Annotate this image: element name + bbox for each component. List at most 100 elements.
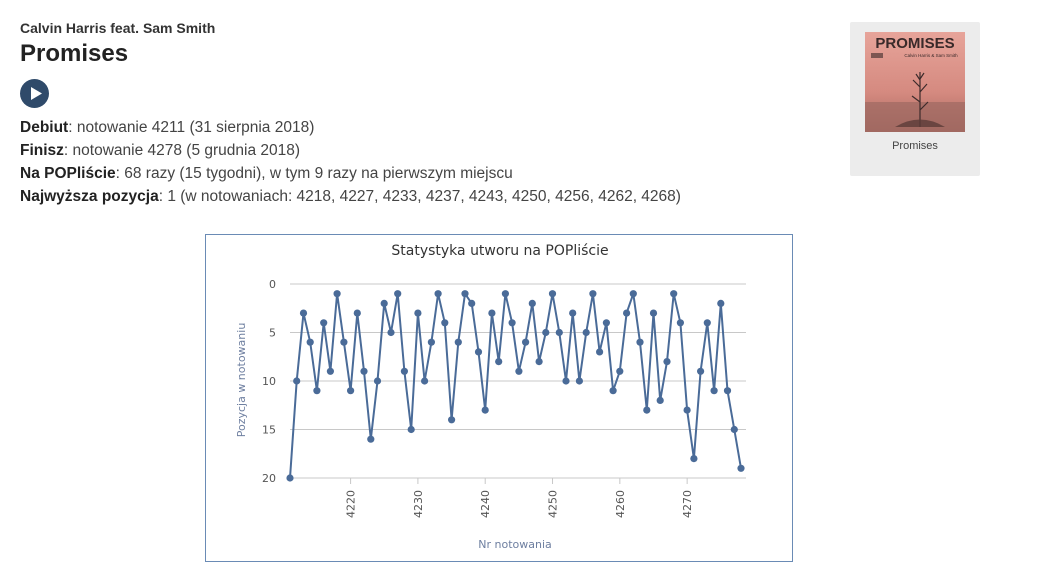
data-point	[616, 367, 624, 375]
data-point	[623, 309, 631, 317]
finish-row: Finisz: notowanie 4278 (5 grudnia 2018)	[20, 139, 780, 162]
onlist-value: : 68 razy (15 tygodni), w tym 9 razy na …	[115, 165, 513, 182]
data-point	[663, 358, 671, 366]
data-point	[421, 377, 429, 385]
data-point	[407, 425, 415, 434]
x-tick-label: 4270	[681, 490, 694, 518]
y-axis-title: Pozycja w notowaniu	[235, 323, 248, 438]
cover-caption: Promises	[892, 140, 938, 152]
data-point	[522, 338, 530, 346]
play-button[interactable]	[20, 79, 49, 108]
data-point	[629, 290, 637, 298]
x-tick-label: 4250	[547, 490, 560, 518]
data-point	[434, 290, 442, 298]
data-point	[427, 338, 435, 346]
data-point	[508, 319, 516, 327]
x-axis-title: Nr notowania	[478, 538, 552, 551]
data-point	[555, 328, 563, 337]
x-tick-label: 4260	[614, 490, 627, 518]
y-tick-label: 20	[262, 472, 276, 485]
peak-row: Najwyższa pozycja: 1 (w notowaniach: 421…	[20, 185, 780, 208]
chart-container: Statystyka utworu na POPliście 0 5 10 15 20 …	[205, 234, 793, 562]
data-point	[481, 406, 489, 414]
data-point	[542, 328, 550, 337]
debut-row: Debiut: notowanie 4211 (31 sierpnia 2018…	[20, 116, 780, 139]
data-point	[293, 377, 301, 385]
data-point	[448, 416, 456, 424]
y-tick-label: 0	[269, 278, 276, 291]
data-point	[286, 474, 294, 482]
album-cover[interactable]: PROMISES Calvin Harris & Sam Smith	[865, 32, 965, 132]
artist-name[interactable]: Calvin Harris feat. Sam Smith	[20, 20, 216, 36]
onlist-row: Na POPliście: 68 razy (15 tygodni), w ty…	[20, 162, 780, 185]
data-point	[474, 348, 483, 356]
data-point	[548, 290, 557, 298]
data-point	[394, 290, 402, 298]
song-info: Calvin Harris feat. Sam Smith Promises D…	[20, 20, 780, 208]
data-point	[320, 319, 328, 327]
data-point	[683, 406, 691, 414]
data-point	[299, 309, 308, 317]
data-point	[400, 367, 408, 375]
data-point	[656, 396, 664, 404]
x-tick-label: 4220	[345, 490, 358, 518]
play-icon	[31, 87, 42, 100]
data-point	[589, 290, 597, 298]
data-point	[360, 367, 368, 375]
data-point	[461, 290, 469, 298]
debut-label: Debiut	[20, 119, 69, 136]
data-point	[703, 319, 711, 327]
finish-label: Finisz	[20, 142, 64, 159]
data-point	[333, 290, 341, 298]
data-point	[326, 367, 334, 375]
data-point	[569, 309, 577, 317]
onlist-label: Na POPliście	[20, 165, 116, 182]
chart-svg: Statystyka utworu na POPliście 05101520 …	[235, 243, 746, 551]
data-point	[636, 338, 644, 346]
data-point	[697, 367, 705, 375]
data-point	[414, 309, 422, 317]
data-point	[710, 387, 718, 395]
song-facts: Debiut: notowanie 4211 (31 sierpnia 2018…	[20, 116, 780, 208]
data-point	[602, 319, 610, 327]
y-tick-labels: 0 5 10 15 20	[262, 278, 276, 485]
data-point	[690, 455, 698, 463]
data-point	[488, 309, 496, 317]
data-point	[306, 338, 314, 346]
data-point	[454, 338, 462, 346]
series-line	[289, 292, 742, 479]
cover-card[interactable]: PROMISES Calvin Harris & Sam Smith Promi…	[850, 22, 980, 176]
data-point	[380, 299, 388, 307]
chart-grid	[290, 283, 746, 479]
cover-art-subtitle: Calvin Harris & Sam Smith	[904, 53, 958, 58]
data-point	[649, 309, 658, 317]
data-point	[501, 290, 509, 298]
y-tick-label: 10	[262, 375, 276, 388]
data-point	[313, 387, 321, 395]
data-point	[373, 377, 382, 385]
data-point	[515, 367, 523, 375]
chart-title: Statystyka utworu na POPliście	[391, 243, 608, 259]
data-point	[367, 435, 375, 443]
data-point	[582, 328, 590, 337]
data-point	[387, 328, 395, 337]
data-point	[670, 290, 678, 298]
data-point	[340, 338, 348, 346]
data-point	[717, 299, 725, 307]
data-point	[723, 387, 732, 395]
x-tick-labels: 4220 4230 4240 4250 4260 4270	[345, 478, 694, 518]
x-tick-label: 4240	[479, 490, 492, 518]
data-point	[609, 387, 617, 395]
data-point	[441, 319, 449, 327]
data-point	[730, 425, 738, 434]
y-tick-label: 5	[269, 327, 276, 340]
data-point	[676, 319, 684, 327]
y-tick-label: 15	[262, 424, 276, 437]
song-title: Promises	[20, 40, 129, 67]
data-point	[468, 299, 476, 307]
data-point	[347, 387, 355, 395]
x-tick-label: 4230	[412, 490, 425, 518]
album-cover-art: PROMISES Calvin Harris & Sam Smith	[865, 32, 965, 132]
finish-value: : notowanie 4278 (5 grudnia 2018)	[63, 142, 301, 159]
chart-series	[286, 290, 745, 482]
